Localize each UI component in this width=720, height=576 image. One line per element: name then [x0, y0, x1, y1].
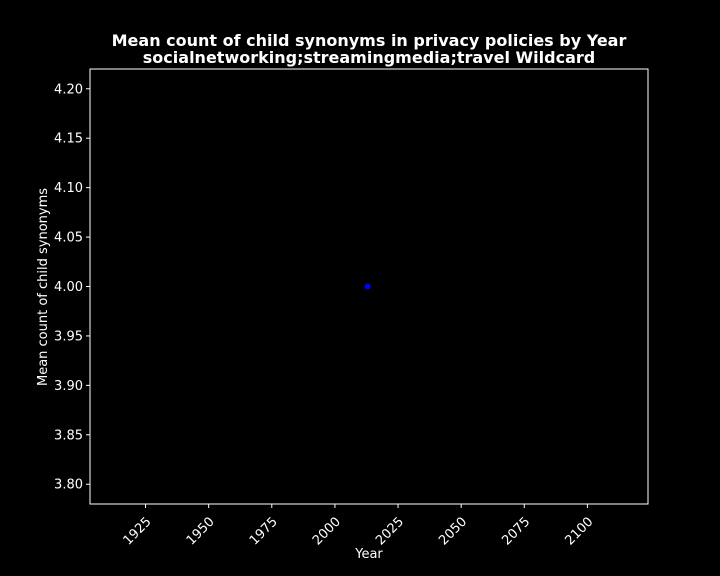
x-tick-label: 2075 — [499, 514, 533, 548]
x-tick-label: 2050 — [436, 514, 470, 548]
y-tick-label: 4.00 — [54, 280, 83, 295]
y-tick-label: 4.05 — [54, 231, 83, 246]
y-tick-label: 4.20 — [54, 82, 83, 97]
y-tick-label: 3.90 — [54, 379, 83, 394]
y-axis: 3.80 3.85 3.90 3.95 4.00 4.05 4.10 4.15 4.20 — [54, 82, 90, 493]
x-axis: 1925 1950 1975 2000 2025 2050 2075 2100 — [121, 504, 596, 548]
y-tick-label: 4.10 — [54, 181, 83, 196]
x-tick-label: 2000 — [310, 514, 344, 548]
data-point — [364, 283, 371, 290]
y-tick-label: 3.85 — [54, 428, 83, 443]
x-tick-label: 2100 — [562, 514, 596, 548]
x-axis-label: Year — [354, 547, 383, 562]
x-tick-label: 1975 — [247, 514, 281, 548]
y-axis-label: Mean count of child synonyms — [36, 188, 51, 386]
chart-title: Mean count of child synonyms in privacy … — [112, 31, 627, 50]
x-tick-label: 2025 — [373, 514, 407, 548]
data-points — [364, 283, 371, 290]
x-tick-label: 1950 — [184, 514, 218, 548]
x-tick-label: 1925 — [121, 514, 155, 548]
y-tick-label: 4.15 — [54, 132, 83, 147]
y-tick-label: 3.95 — [54, 329, 83, 344]
chart-subtitle: socialnetworking;streamingmedia;travel W… — [143, 48, 595, 67]
y-tick-label: 3.80 — [54, 478, 83, 493]
